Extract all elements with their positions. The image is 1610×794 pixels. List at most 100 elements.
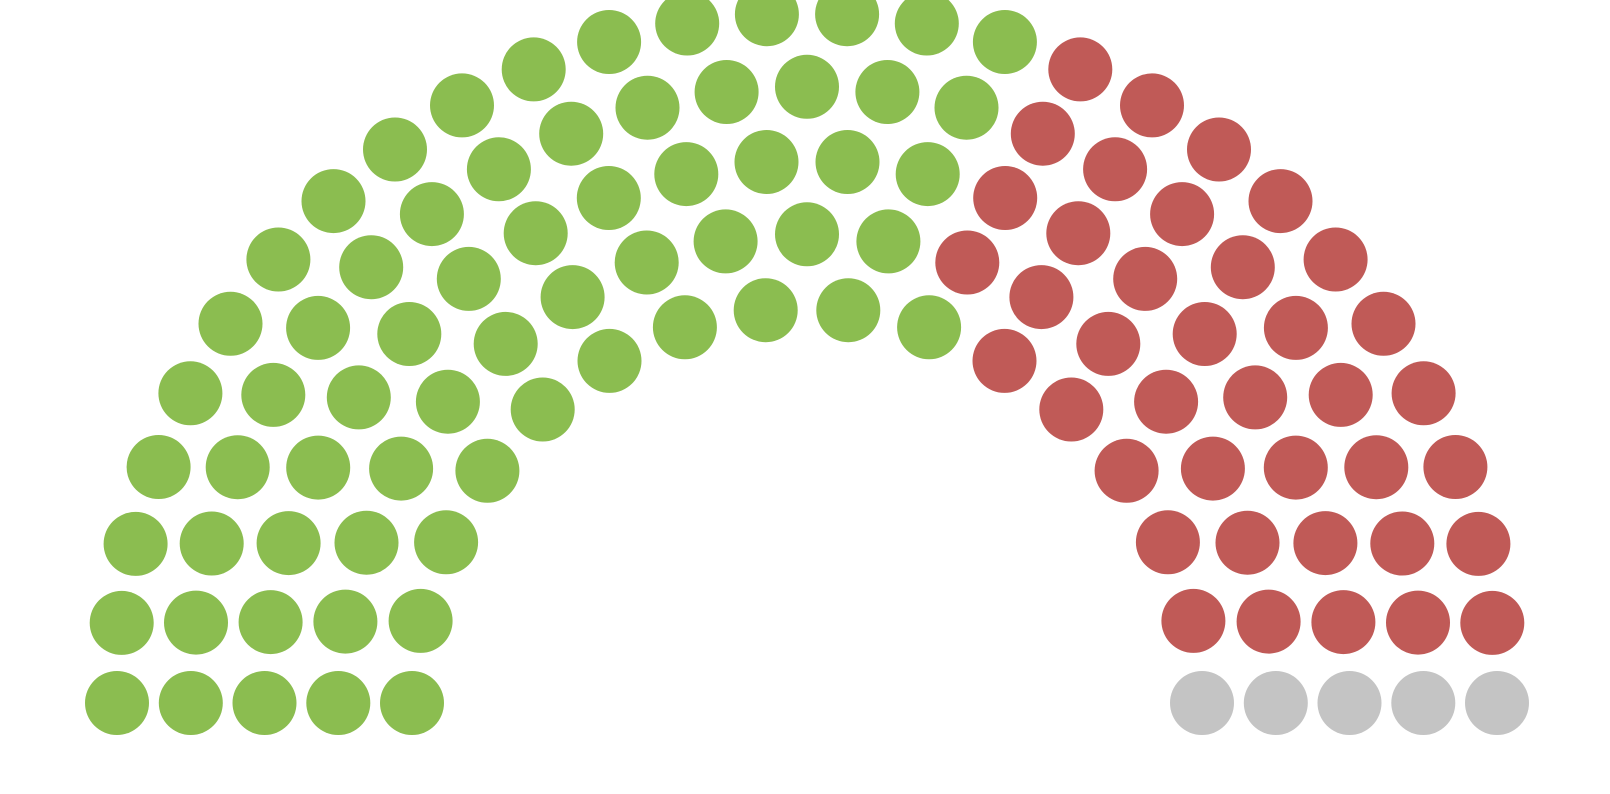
seat	[1134, 369, 1199, 434]
seat	[972, 10, 1037, 74]
seat	[1083, 137, 1148, 202]
seat	[466, 137, 531, 202]
seat	[576, 166, 641, 230]
seat	[1172, 302, 1237, 366]
seat	[241, 362, 306, 427]
seat	[164, 590, 228, 655]
seat	[1351, 291, 1416, 356]
seat	[694, 60, 759, 124]
seat	[301, 169, 366, 234]
seat	[1370, 511, 1435, 576]
seat	[1046, 201, 1111, 266]
seat	[1135, 510, 1200, 575]
seat	[614, 230, 679, 295]
seat	[158, 671, 223, 735]
seat	[455, 438, 520, 503]
seat	[1263, 295, 1328, 360]
seat	[1391, 671, 1456, 735]
seats-group	[85, 0, 1529, 735]
seat	[775, 202, 839, 267]
seat	[540, 265, 605, 330]
seat	[935, 230, 1000, 295]
seat	[286, 295, 351, 360]
seat	[1187, 117, 1251, 182]
seat	[1039, 377, 1104, 442]
seat	[85, 671, 149, 735]
seat	[436, 246, 501, 311]
seat	[1293, 511, 1358, 576]
seat	[103, 511, 168, 576]
seat	[286, 435, 351, 500]
seat	[1161, 588, 1226, 653]
seat	[339, 235, 404, 300]
seat	[1170, 671, 1234, 735]
seat	[158, 361, 223, 426]
seat	[399, 182, 464, 247]
seat	[377, 302, 442, 366]
seat	[934, 75, 999, 140]
seat	[1113, 246, 1178, 311]
seat	[577, 10, 642, 74]
seat	[652, 295, 717, 360]
seat	[1010, 101, 1075, 166]
seat	[1460, 590, 1525, 655]
seat	[1311, 590, 1376, 655]
seat	[1210, 235, 1275, 300]
seat	[1243, 671, 1308, 735]
seat	[1180, 436, 1245, 501]
seat	[89, 590, 154, 655]
seat	[363, 117, 427, 182]
seat	[256, 511, 321, 576]
seat	[972, 328, 1037, 393]
seat	[855, 60, 920, 124]
seat	[734, 130, 799, 194]
seat	[973, 166, 1038, 230]
seat	[232, 671, 297, 735]
seat	[1094, 438, 1159, 503]
seat	[369, 436, 434, 501]
seat	[1215, 510, 1280, 575]
seat	[894, 0, 959, 56]
seat	[380, 671, 444, 735]
seat	[1344, 435, 1409, 500]
seat	[1048, 37, 1113, 102]
seat	[306, 671, 371, 735]
seat	[334, 510, 399, 575]
seat	[503, 201, 568, 266]
seat	[856, 209, 921, 274]
seat	[246, 227, 311, 292]
seat	[654, 142, 719, 207]
seat	[1391, 361, 1456, 426]
seat	[1120, 73, 1184, 138]
seat	[198, 291, 263, 356]
seat	[1317, 671, 1382, 735]
seat	[1308, 362, 1373, 427]
seat	[815, 130, 880, 194]
seat	[897, 295, 962, 360]
seat	[1009, 265, 1074, 330]
seat	[1150, 182, 1215, 247]
seat	[415, 369, 480, 434]
seat	[388, 588, 453, 653]
seat	[326, 365, 391, 430]
seat	[733, 278, 798, 343]
seat	[1386, 590, 1450, 655]
seat	[775, 54, 839, 119]
seat	[179, 511, 244, 576]
seat	[1223, 365, 1288, 430]
seat	[1236, 589, 1301, 654]
seat	[473, 311, 538, 376]
seat	[414, 510, 479, 575]
seat	[313, 589, 378, 654]
seat	[734, 0, 799, 47]
seat	[816, 278, 881, 343]
seat	[205, 435, 270, 500]
seat	[815, 0, 880, 47]
seat	[615, 75, 680, 140]
seat	[126, 435, 191, 499]
seat	[895, 142, 960, 207]
seat	[510, 377, 575, 442]
seat	[430, 73, 494, 138]
seat	[501, 37, 566, 102]
